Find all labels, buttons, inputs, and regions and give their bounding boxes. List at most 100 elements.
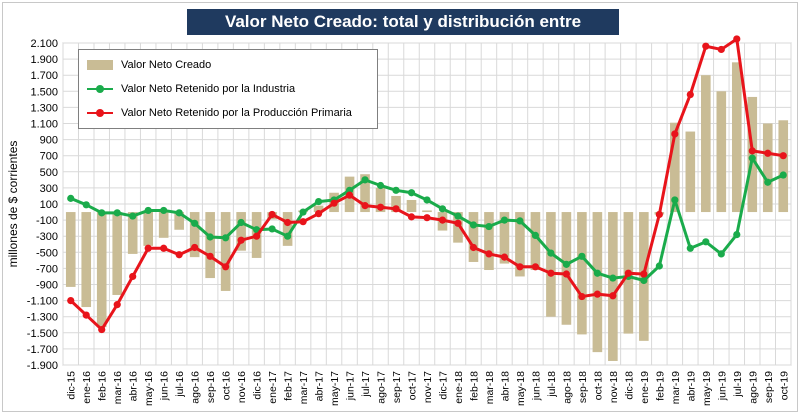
x-tick-label: feb-17 xyxy=(283,371,295,401)
bar-valor-neto-creado xyxy=(174,212,184,230)
point-primaria xyxy=(733,35,741,43)
point-industria xyxy=(222,234,230,242)
y-tick-label: 2.100 xyxy=(30,38,58,50)
point-industria xyxy=(423,196,431,204)
point-industria xyxy=(547,249,555,257)
point-primaria xyxy=(222,263,230,271)
point-industria xyxy=(268,225,276,233)
y-tick-label: -100 xyxy=(36,215,58,227)
bar-valor-neto-creado xyxy=(205,212,215,279)
bar-valor-neto-creado xyxy=(515,212,525,277)
point-primaria xyxy=(345,191,354,199)
point-industria xyxy=(191,219,199,227)
x-tick-label: dic-15 xyxy=(66,371,78,400)
bar-valor-neto-creado xyxy=(391,195,401,213)
bar-valor-neto-creado xyxy=(685,131,696,213)
bar-valor-neto-creado xyxy=(701,75,711,213)
point-industria xyxy=(454,212,462,220)
bar-valor-neto-creado xyxy=(189,212,200,258)
x-tick-label: abr-18 xyxy=(499,371,511,402)
point-primaria xyxy=(361,202,369,210)
point-industria xyxy=(531,231,540,239)
x-tick-label: jun-19 xyxy=(716,371,728,401)
y-tick-label: 500 xyxy=(40,167,58,179)
x-tick-label: jun-16 xyxy=(159,371,171,401)
point-primaria xyxy=(299,218,307,226)
x-tick-label: dic-18 xyxy=(623,371,635,400)
bar-valor-neto-creado xyxy=(716,91,727,213)
point-primaria xyxy=(454,219,462,227)
point-primaria xyxy=(578,292,586,301)
bar-valor-neto-creado xyxy=(96,212,107,328)
legend-swatch-line-red xyxy=(87,108,113,118)
legend-item-primaria: Valor Neto Retenido por la Producción Pr… xyxy=(87,103,352,123)
x-tick-label: sep-17 xyxy=(391,371,403,403)
point-industria xyxy=(376,181,385,190)
point-industria xyxy=(702,238,710,246)
x-tick-label: jun-18 xyxy=(530,371,542,401)
bar-valor-neto-creado xyxy=(65,212,76,287)
y-tick-label: 1.500 xyxy=(30,86,58,98)
point-primaria xyxy=(686,90,694,99)
point-primaria xyxy=(392,205,400,213)
x-tick-label: ene-18 xyxy=(453,371,465,404)
y-tick-label: -500 xyxy=(36,247,58,259)
bar-valor-neto-creado xyxy=(731,62,742,213)
point-industria xyxy=(764,178,772,186)
point-primaria xyxy=(609,292,617,300)
point-industria xyxy=(640,276,648,285)
point-primaria xyxy=(98,325,106,334)
bar-valor-neto-creado xyxy=(484,212,494,271)
x-tick-label: ene-16 xyxy=(81,371,93,404)
x-tick-label: oct-19 xyxy=(778,371,790,400)
y-tick-label: 1.300 xyxy=(30,102,58,114)
x-tick-label: may-19 xyxy=(701,371,713,406)
y-tick-label: -1.300 xyxy=(27,312,58,324)
point-primaria xyxy=(500,253,509,261)
bar-valor-neto-creado xyxy=(313,205,324,213)
x-tick-label: mar-19 xyxy=(670,371,682,404)
point-industria xyxy=(469,221,478,229)
x-tick-label: jul-16 xyxy=(174,371,186,398)
x-tick-label: ago-18 xyxy=(561,371,573,404)
bar-valor-neto-creado xyxy=(282,212,293,246)
point-industria xyxy=(407,189,416,197)
point-primaria xyxy=(175,251,183,259)
bar-valor-neto-creado xyxy=(453,212,463,243)
y-tick-label: 700 xyxy=(40,151,58,163)
bar-valor-neto-creado xyxy=(127,212,138,254)
bar-valor-neto-creado xyxy=(530,212,541,271)
point-primaria xyxy=(702,42,710,50)
y-tick-label: 900 xyxy=(40,135,58,147)
bar-valor-neto-creado xyxy=(360,174,370,213)
legend: Valor Neto Creado Valor Neto Retenido po… xyxy=(78,49,378,129)
x-tick-label: may-18 xyxy=(515,371,527,406)
point-primaria xyxy=(485,250,493,258)
y-tick-label: -1.100 xyxy=(27,296,58,308)
point-industria xyxy=(237,218,245,227)
x-tick-label: jun-17 xyxy=(345,371,357,401)
point-industria xyxy=(314,197,323,206)
point-primaria xyxy=(268,210,276,219)
point-industria xyxy=(392,186,400,194)
point-industria xyxy=(98,209,106,217)
y-tick-label: 100 xyxy=(40,199,58,211)
point-industria xyxy=(67,194,75,202)
point-primaria xyxy=(516,263,524,271)
line-layer xyxy=(67,35,787,334)
point-industria xyxy=(299,208,307,216)
x-tick-label: nov-18 xyxy=(608,371,620,403)
legend-label: Valor Neto Retenido por la Producción Pr… xyxy=(121,107,352,119)
point-primaria xyxy=(593,290,601,298)
y-tick-label: 1.900 xyxy=(30,54,58,66)
point-primaria xyxy=(253,232,261,240)
x-tick-label: jul-18 xyxy=(546,371,558,398)
bar-valor-neto-creado xyxy=(112,212,123,295)
point-primaria xyxy=(314,210,323,218)
point-primaria xyxy=(717,45,725,54)
bar-valor-neto-creado xyxy=(762,123,773,213)
legend-label: Valor Neto Creado xyxy=(121,59,212,71)
point-primaria xyxy=(113,301,121,309)
y-tick-label: -300 xyxy=(36,231,58,243)
x-tick-label: may-17 xyxy=(329,371,341,406)
